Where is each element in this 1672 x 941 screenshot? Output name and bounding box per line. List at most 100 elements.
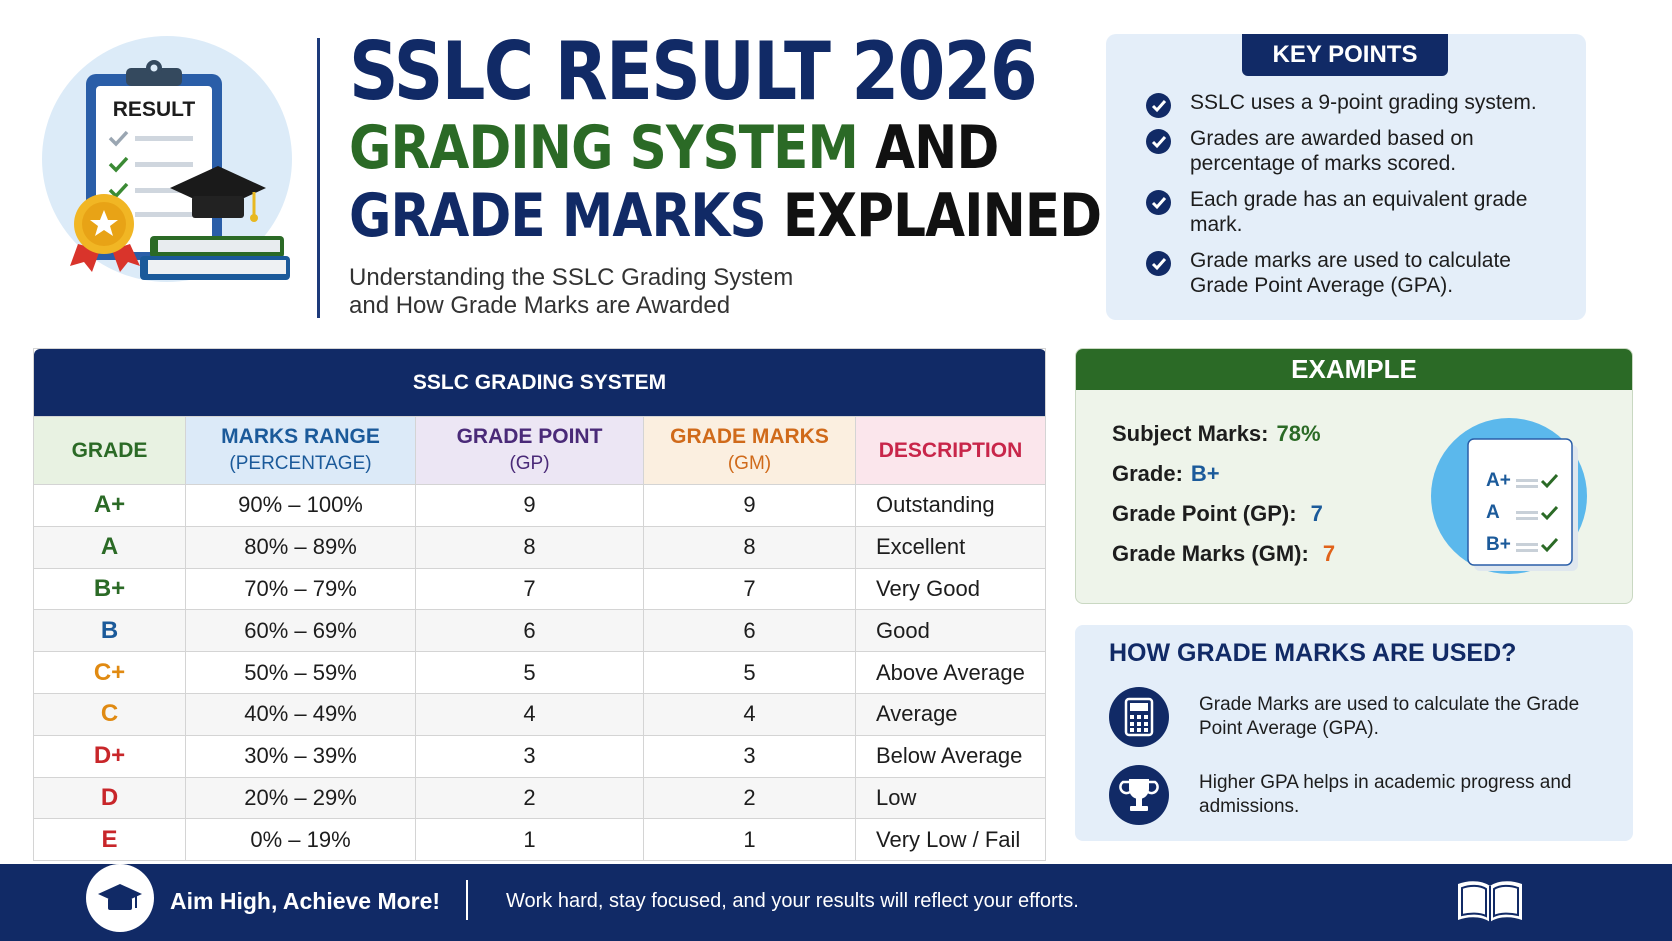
description-cell: Average (855, 693, 1046, 736)
footer-divider (466, 880, 468, 920)
page-title: SSLC RESULT 2026 (349, 25, 1038, 118)
example-grade-point: Grade Point (GP): 7 (1112, 501, 1323, 526)
title-line-2: GRADING SYSTEM AND (349, 113, 999, 183)
subtitle-line-1: Understanding the SSLC Grading System (349, 264, 794, 291)
grade-marks-cell: 4 (643, 693, 856, 736)
page-title-block: SSLC RESULT 2026 GRADING SYSTEM AND GRAD… (349, 25, 1102, 320)
title-grading-system: GRADING SYSTEM (349, 113, 859, 183)
grade-cell: A (33, 526, 186, 569)
description-cell: Below Average (855, 735, 1046, 778)
column-header-marks-range: MARKS RANGE (PERCENTAGE) (185, 416, 416, 485)
table-header-row: GRADE MARKS RANGE (PERCENTAGE) GRADE POIN… (33, 416, 1046, 485)
description-cell: Above Average (855, 651, 1046, 694)
table-row: B+ 70% – 79% 7 7 Very Good (33, 568, 1046, 611)
header-divider (317, 38, 320, 318)
table-title: SSLC GRADING SYSTEM (33, 348, 1046, 417)
grade-marks-cell: 8 (643, 526, 856, 569)
footer-slogan: Aim High, Achieve More! (170, 888, 441, 914)
key-point-item: Grade marks are used to calculate Grade … (1146, 248, 1566, 298)
footer-banner: Aim High, Achieve More! Work hard, stay … (0, 864, 1672, 941)
example-grade: Grade: B+ (1112, 461, 1220, 486)
marks-range-cell: 90% – 100% (185, 484, 416, 527)
marks-range-cell: 20% – 29% (185, 777, 416, 820)
check-circle-icon (1146, 93, 1171, 118)
table-row: B 60% – 69% 6 6 Good (33, 609, 1046, 653)
example-grade-marks: Grade Marks (GM): 7 (1112, 541, 1336, 566)
grade-marks-cell: 2 (643, 777, 856, 820)
grade-marks-cell: 3 (643, 735, 856, 778)
title-grade-marks: GRADE MARKS (349, 181, 767, 251)
column-header-grade-point: GRADE POINT (GP) (415, 416, 644, 485)
footer-message: Work hard, stay focused, and your result… (506, 890, 1079, 912)
grade-marks-cell: 6 (643, 609, 856, 653)
marks-range-cell: 50% – 59% (185, 651, 416, 694)
grading-system-table: SSLC GRADING SYSTEM GRADE MARKS RANGE (PE… (33, 348, 1046, 862)
result-clipboard-illustration: RESULT (40, 36, 300, 286)
how-used-item-admissions: Higher GPA helps in academic progress an… (1109, 765, 1609, 827)
key-points-panel: KEY POINTS SSLC uses a 9-point grading s… (1106, 34, 1586, 320)
column-header-description: DESCRIPTION (855, 416, 1046, 485)
key-point-item: Grades are awarded based on percentage o… (1146, 126, 1566, 176)
column-header-grade: GRADE (33, 416, 186, 485)
key-point-item: Each grade has an equivalent grade mark. (1146, 187, 1566, 237)
key-points-list: SSLC uses a 9-point grading system. Grad… (1146, 90, 1566, 309)
title-explained: EXPLAINED (782, 181, 1102, 251)
svg-text:A+: A+ (1486, 470, 1511, 491)
table-row: C+ 50% – 59% 5 5 Above Average (33, 651, 1046, 694)
grade-cell: A+ (33, 484, 186, 527)
subtitle-line-2: and How Grade Marks are Awarded (349, 292, 731, 319)
table-row: A+ 90% – 100% 9 9 Outstanding (33, 484, 1046, 527)
calculator-icon (1109, 687, 1169, 747)
grade-cell: B (33, 609, 186, 653)
marks-range-cell: 0% – 19% (185, 818, 416, 862)
grade-point-cell: 2 (415, 777, 644, 820)
column-header-grade-marks: GRADE MARKS (GM) (643, 416, 856, 485)
table-body: A+ 90% – 100% 9 9 Outstanding A 80% – 89% 8 8 Exc… (33, 484, 1046, 862)
svg-text:B+: B+ (1486, 534, 1511, 555)
graduation-cap-icon (86, 864, 154, 932)
page-subtitle: Understanding the SSLC Grading System an… (349, 264, 869, 320)
grade-cell: E (33, 818, 186, 862)
grade-cell: D (33, 777, 186, 820)
grade-point-cell: 4 (415, 693, 644, 736)
description-cell: Very Good (855, 568, 1046, 611)
example-subject-marks: Subject Marks: 78% (1112, 421, 1321, 446)
description-cell: Outstanding (855, 484, 1046, 527)
grade-point-cell: 5 (415, 651, 644, 694)
trophy-icon (1109, 765, 1169, 825)
clipboard-icon: RESULT (70, 60, 290, 280)
description-cell: Good (855, 609, 1046, 653)
key-point-item: SSLC uses a 9-point grading system. (1146, 90, 1566, 118)
grade-marks-cell: 9 (643, 484, 856, 527)
grade-cell: D+ (33, 735, 186, 778)
title-line-3: GRADE MARKS EXPLAINED (349, 181, 1102, 251)
marks-range-cell: 70% – 79% (185, 568, 416, 611)
table-row: E 0% – 19% 1 1 Very Low / Fail (33, 818, 1046, 862)
description-cell: Low (855, 777, 1046, 820)
marks-range-cell: 60% – 69% (185, 609, 416, 653)
grade-point-cell: 3 (415, 735, 644, 778)
table-row: A 80% – 89% 8 8 Excellent (33, 526, 1046, 569)
key-point-text: Grade marks are used to calculate Grade … (1190, 249, 1511, 297)
grade-cell: C (33, 693, 186, 736)
svg-text:RESULT: RESULT (113, 98, 196, 121)
grade-cell: B+ (33, 568, 186, 611)
grade-marks-cell: 5 (643, 651, 856, 694)
table-row: D 20% – 29% 2 2 Low (33, 777, 1046, 820)
example-title: EXAMPLE (1076, 349, 1632, 390)
grade-marks-cell: 1 (643, 818, 856, 862)
report-card-icon: A+ A B+ (1431, 418, 1587, 574)
how-used-text: Higher GPA helps in academic progress an… (1199, 772, 1572, 817)
example-panel: EXAMPLE Subject Marks: 78% Grade: B+ Grade… (1075, 348, 1633, 604)
key-point-text: Each grade has an equivalent grade mark. (1190, 188, 1528, 236)
example-values: Subject Marks: 78% Grade: B+ Grade Point (… (1112, 419, 1335, 579)
how-used-item-gpa: Grade Marks are used to calculate the Gr… (1109, 687, 1609, 749)
grade-cell: C+ (33, 651, 186, 694)
table-row: D+ 30% – 39% 3 3 Below Average (33, 735, 1046, 778)
open-book-icon (1458, 881, 1522, 922)
title-and: AND (875, 113, 999, 183)
check-circle-icon (1146, 251, 1171, 276)
marks-range-cell: 80% – 89% (185, 526, 416, 569)
check-circle-icon (1146, 190, 1171, 215)
grade-point-cell: 8 (415, 526, 644, 569)
